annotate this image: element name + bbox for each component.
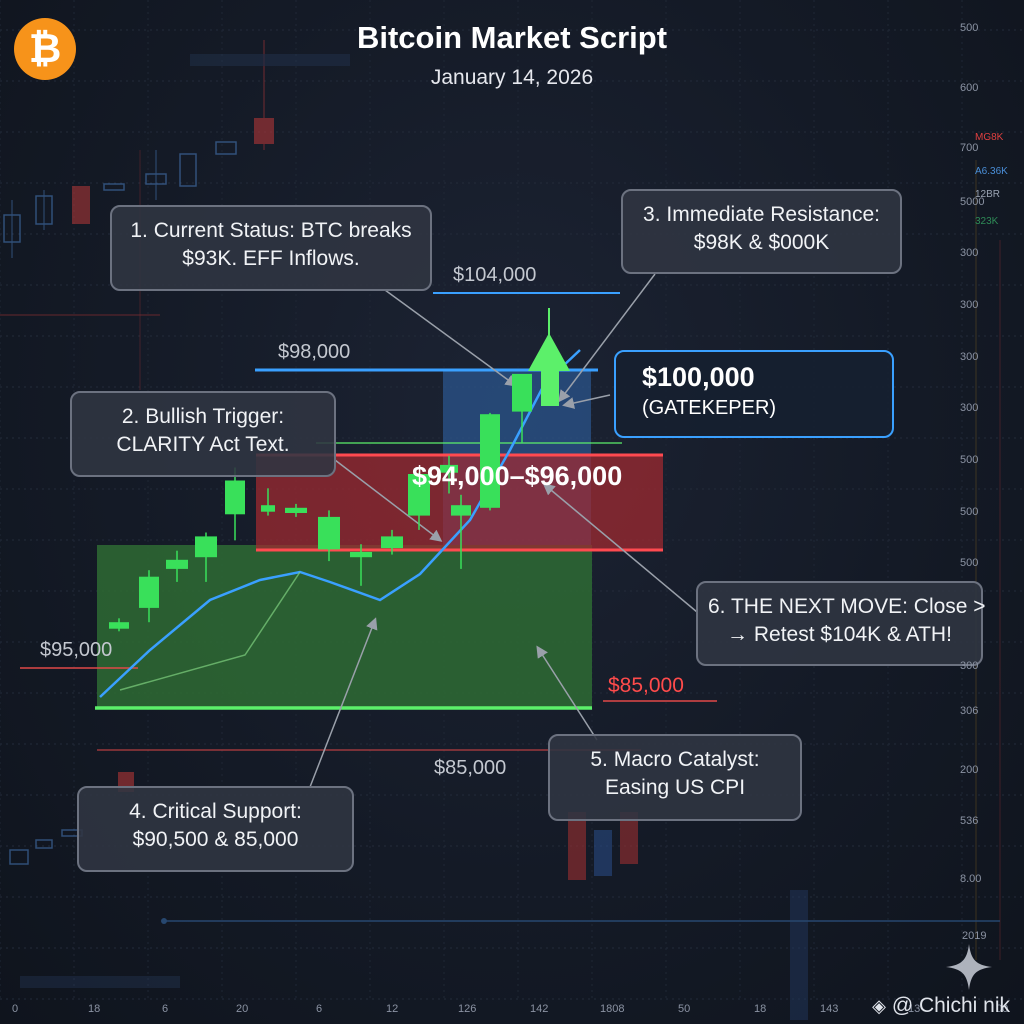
price-label-85000-red: $85,000 xyxy=(608,674,684,697)
callout-critical-support: 4. Critical Support: $90,500 & 85,000 xyxy=(77,786,354,872)
right-axis-label: 2019 xyxy=(962,930,987,942)
price-trend-line xyxy=(99,349,581,698)
chart-title: Bitcoin Market Script xyxy=(356,20,668,55)
price-range-label: $94,000–$96,000 xyxy=(412,461,623,491)
right-axis-label: 300 xyxy=(960,660,979,672)
breakout-arrow xyxy=(528,308,570,406)
callout-support-line2: $90,500 & 85,000 xyxy=(132,828,299,851)
gatekeeper-price: $100,000 xyxy=(642,362,755,392)
bottom-axis-label: 143 xyxy=(820,1003,839,1015)
bottom-axis-label: 00 xyxy=(996,1003,1009,1015)
right-axis-label: 5000 xyxy=(960,196,985,208)
candle-body xyxy=(350,552,372,558)
callout-resistance-line2: $98K & $000K xyxy=(693,231,830,254)
candle-series xyxy=(109,373,532,632)
bottom-axis-label: 18 xyxy=(754,1003,767,1015)
candle-body xyxy=(109,622,129,629)
candle-body xyxy=(381,536,403,549)
callout-leaders xyxy=(309,273,698,788)
side-tag: MG8K xyxy=(975,132,1004,143)
candle-body xyxy=(285,507,307,513)
bottom-axis-label: 13 xyxy=(908,1003,921,1015)
callout-status-line1: 1. Current Status: BTC breaks xyxy=(130,219,412,242)
right-axis-label: 700 xyxy=(960,142,979,154)
price-label-104000: $104,000 xyxy=(453,264,537,286)
callout-next-move-line2: → Retest $104K & ATH! xyxy=(727,623,952,646)
bottom-axis-label: 1808 xyxy=(600,1003,625,1015)
bottom-axis-label: 20 xyxy=(236,1003,249,1015)
support-zone xyxy=(97,545,592,708)
candle-body xyxy=(261,505,275,512)
candle-body xyxy=(225,480,245,515)
chart-date: January 14, 2026 xyxy=(430,66,594,89)
right-axis-label: 300 xyxy=(960,402,979,414)
callout-trigger-line2: CLARITY Act Text. xyxy=(116,433,290,456)
candle-body xyxy=(166,559,188,569)
callout-bullish-trigger: 2. Bullish Trigger: CLARITY Act Text. xyxy=(70,391,336,477)
callout-next-move: 6. THE NEXT MOVE: Close > → Retest $104K… xyxy=(696,581,986,666)
candle-body xyxy=(480,414,500,508)
price-label-95000: $95,000 xyxy=(40,639,113,661)
candle-body xyxy=(440,464,458,473)
candle-body xyxy=(139,576,159,608)
bottom-axis-label: 50 xyxy=(678,1003,691,1015)
callout-macro-catalyst: 5. Macro Catalyst: Easing US CPI xyxy=(548,734,802,821)
right-axis-label: 500 xyxy=(960,22,979,34)
candle-body xyxy=(318,516,340,550)
right-axis-label: 8.00 xyxy=(960,873,982,885)
callout-trigger-line1: 2. Bullish Trigger: xyxy=(121,405,285,428)
candle-body xyxy=(512,373,532,412)
callout-status-line2: $93K. EFF Inflows. xyxy=(182,247,360,270)
candle-body xyxy=(451,505,471,516)
right-axis-label: 300 xyxy=(960,247,979,259)
watermark: ◈ @ Chichi nik xyxy=(872,994,1010,1018)
right-axis-label: 600 xyxy=(960,82,979,94)
callout-support-line1: 4. Critical Support: xyxy=(129,800,302,823)
candle-body xyxy=(195,536,217,558)
bottom-axis-label: 6 xyxy=(316,1003,323,1015)
callout-macro-line2: Easing US CPI xyxy=(604,776,746,799)
side-tag: 12BR xyxy=(975,189,1001,200)
watermark-diamond-icon: ◈ xyxy=(872,996,886,1016)
callout-resistance-line1: 3. Immediate Resistance: xyxy=(643,203,880,226)
bitcoin-logo-icon: ₿ xyxy=(14,18,76,80)
side-tag: 323K xyxy=(975,216,999,227)
right-axis-label: 536 xyxy=(960,815,979,827)
right-axis-label: 306 xyxy=(960,705,979,717)
price-label-85000: $85,000 xyxy=(434,757,507,779)
callout-gatekeeper: $100,000 (GATEKEPER) xyxy=(614,350,894,438)
bottom-axis-label: 6 xyxy=(162,1003,169,1015)
callout-macro-line1: 5. Macro Catalyst: xyxy=(590,748,760,771)
watermark-text: @ Chichi nik xyxy=(891,994,1010,1017)
callout-immediate-resistance: 3. Immediate Resistance: $98K & $000K xyxy=(621,189,902,274)
bottom-axis-label: 126 xyxy=(458,1003,477,1015)
background-candles xyxy=(0,40,1001,1020)
right-axis-label: 200 xyxy=(960,764,979,776)
callout-current-status: 1. Current Status: BTC breaks $93K. EFF … xyxy=(110,205,432,291)
right-axis-label: 500 xyxy=(960,454,979,466)
callout-next-move-line1: 6. THE NEXT MOVE: Close > xyxy=(708,595,986,618)
bottom-axis-label: 12 xyxy=(386,1003,399,1015)
sparkle-icon xyxy=(946,944,992,990)
gatekeeper-label: (GATEKEPER) xyxy=(642,397,777,419)
secondary-trend-line xyxy=(119,571,301,691)
side-tag: A6.36K xyxy=(975,166,1008,177)
right-axis-label: 500 xyxy=(960,557,979,569)
bottom-axis-label: 18 xyxy=(88,1003,101,1015)
price-label-98000: $98,000 xyxy=(278,341,351,363)
right-axis-label: 300 xyxy=(960,351,979,363)
bottom-axis-label: 142 xyxy=(530,1003,549,1015)
right-axis-label: 300 xyxy=(960,299,979,311)
right-axis-label: 500 xyxy=(960,506,979,518)
candle-body xyxy=(408,474,430,516)
bottom-axis-label: 0 xyxy=(12,1003,19,1015)
